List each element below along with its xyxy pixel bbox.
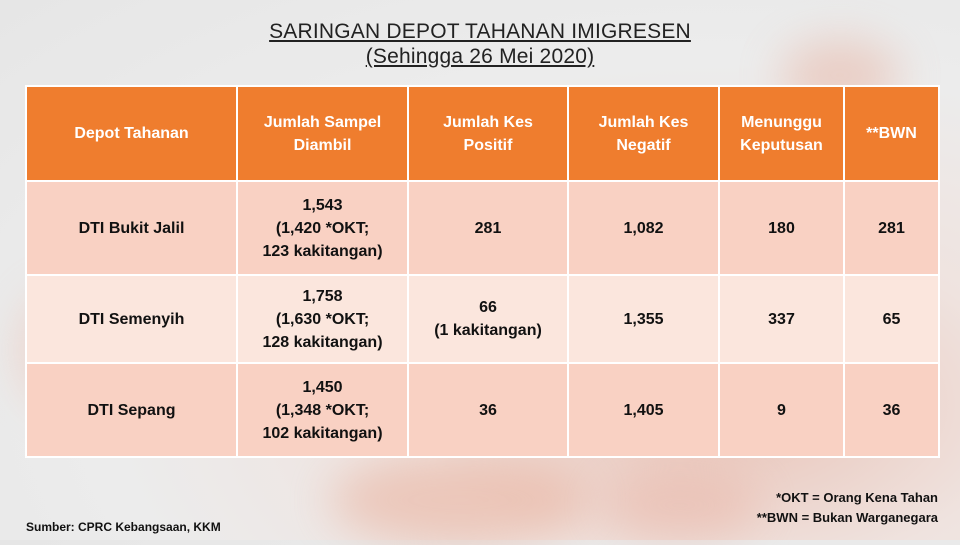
header-menunggu: Menunggu Keputusan xyxy=(718,85,845,182)
cell-negatif: 1,082 xyxy=(567,180,720,276)
cell-negatif: 1,355 xyxy=(567,274,720,364)
header-negatif: Jumlah Kes Negatif xyxy=(567,85,720,182)
cell-bwn: 65 xyxy=(843,274,940,364)
cell-bwn: 36 xyxy=(843,362,940,458)
background-blob xyxy=(330,455,590,545)
page-title: SARINGAN DEPOT TAHANAN IMIGRESEN xyxy=(269,20,691,43)
cell-bwn: 281 xyxy=(843,180,940,276)
cell-positif: 281 xyxy=(407,180,569,276)
page-subtitle: (Sehingga 26 Mei 2020) xyxy=(365,45,595,68)
source-text: Sumber: CPRC Kebangsaan, KKM xyxy=(26,520,221,534)
cell-depot: DTI Bukit Jalil xyxy=(25,180,238,276)
cell-positif: 66 (1 kakitangan) xyxy=(407,274,569,364)
cell-negatif: 1,405 xyxy=(567,362,720,458)
header-depot: Depot Tahanan xyxy=(25,85,238,182)
cell-positif: 36 xyxy=(407,362,569,458)
cell-menunggu: 337 xyxy=(718,274,845,364)
table-row: DTI Semenyih 1,758 (1,630 *OKT; 128 kakita… xyxy=(25,274,940,364)
cell-sampel: 1,758 (1,630 *OKT; 128 kakitangan) xyxy=(236,274,409,364)
header-bwn: **BWN xyxy=(843,85,940,182)
table-row: DTI Bukit Jalil 1,543 (1,420 *OKT; 123 kak… xyxy=(25,180,940,276)
table-header-row: Depot Tahanan Jumlah Sampel Diambil Jumla… xyxy=(25,85,940,182)
cell-depot: DTI Semenyih xyxy=(25,274,238,364)
background-blob xyxy=(600,470,760,540)
cell-menunggu: 180 xyxy=(718,180,845,276)
header-positif: Jumlah Kes Positif xyxy=(407,85,569,182)
footnote-bwn: **BWN = Bukan Warganegara xyxy=(756,510,938,525)
screening-table: Depot Tahanan Jumlah Sampel Diambil Jumla… xyxy=(25,85,940,458)
cell-depot: DTI Sepang xyxy=(25,362,238,458)
cell-menunggu: 9 xyxy=(718,362,845,458)
cell-sampel: 1,543 (1,420 *OKT; 123 kakitangan) xyxy=(236,180,409,276)
header-sampel: Jumlah Sampel Diambil xyxy=(236,85,409,182)
footnote-okt: *OKT = Orang Kena Tahan xyxy=(776,490,938,505)
table-row: DTI Sepang 1,450 (1,348 *OKT; 102 kakitang… xyxy=(25,362,940,458)
footnotes: *OKT = Orang Kena Tahan **BWN = Bukan Wa… xyxy=(757,488,938,528)
cell-sampel: 1,450 (1,348 *OKT; 102 kakitangan) xyxy=(236,362,409,458)
